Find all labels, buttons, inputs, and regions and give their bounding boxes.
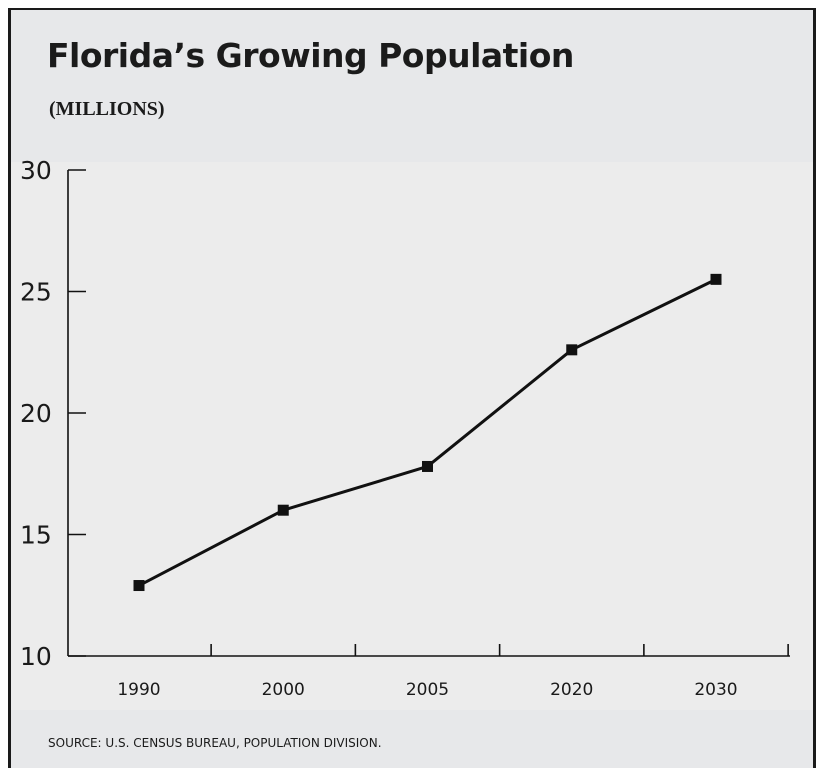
data-point xyxy=(422,461,433,472)
data-point xyxy=(711,274,722,285)
data-point xyxy=(134,580,145,591)
data-point xyxy=(278,505,289,516)
y-tick-label: 25 xyxy=(20,278,52,307)
x-tick-label: 2005 xyxy=(406,680,449,700)
y-tick-label: 20 xyxy=(20,399,52,428)
data-point xyxy=(566,344,577,355)
x-tick-label: 2000 xyxy=(262,680,305,700)
y-tick-label: 10 xyxy=(20,642,52,671)
series-line xyxy=(139,279,716,585)
y-tick-label: 30 xyxy=(20,156,52,185)
y-tick-label: 15 xyxy=(20,521,52,550)
x-tick-label: 2020 xyxy=(550,680,593,700)
x-tick-label: 2030 xyxy=(694,680,737,700)
x-tick-label: 1990 xyxy=(117,680,160,700)
